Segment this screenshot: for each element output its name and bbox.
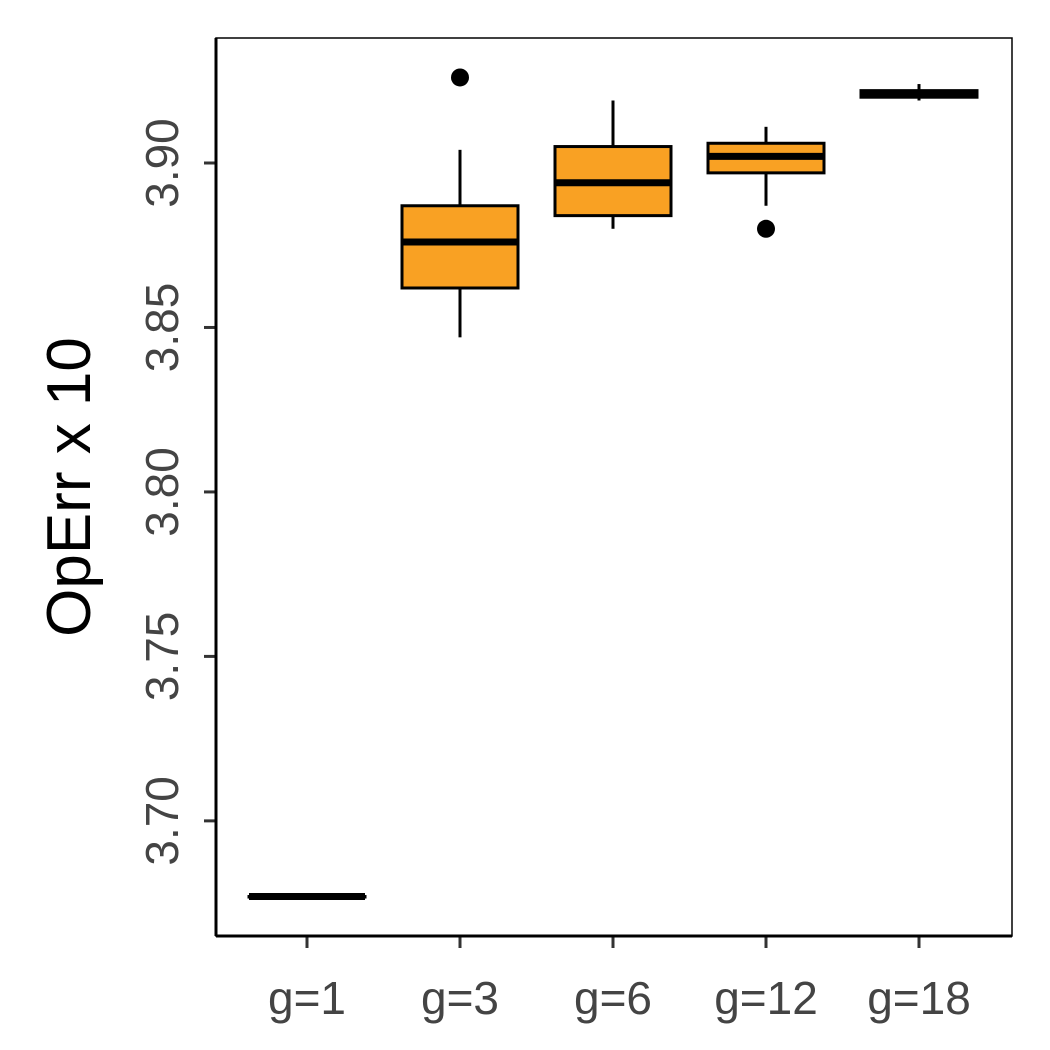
box-g3 [400, 68, 520, 338]
x-tick-label: g=1 [268, 972, 346, 1024]
y-tick-label: 3.85 [136, 283, 188, 373]
x-tick-label: g=3 [421, 972, 499, 1024]
y-tick-label: 3.75 [136, 612, 188, 702]
outlier-point [451, 68, 469, 87]
outlier-point [757, 219, 775, 238]
x-tick-label: g=18 [867, 972, 971, 1024]
x-tick-label: g=6 [574, 972, 652, 1024]
box-g18 [859, 84, 979, 101]
y-tick-label: 3.80 [136, 447, 188, 537]
box-series [247, 68, 979, 901]
box-g6 [553, 100, 673, 229]
y-axis: 3.70 3.75 3.80 3.85 3.90 [136, 118, 216, 866]
box-g12 [706, 126, 826, 238]
y-axis-title: OpErr x 10 [35, 337, 104, 637]
y-tick-label: 3.90 [136, 118, 188, 208]
x-axis: g=1 g=3 g=6 g=12 g=18 [268, 936, 971, 1024]
box-body [400, 204, 520, 290]
box-g1 [247, 893, 367, 901]
x-tick-label: g=12 [714, 972, 818, 1024]
y-tick-label: 3.70 [136, 776, 188, 866]
